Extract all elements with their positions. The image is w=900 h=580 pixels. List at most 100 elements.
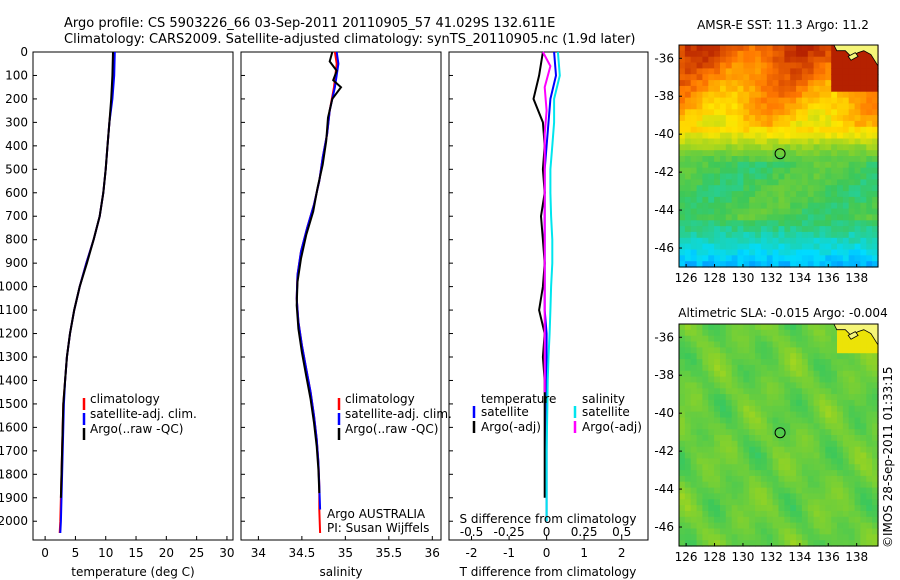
heatmap-cell	[872, 231, 879, 239]
heatmap-cell	[837, 261, 844, 268]
heatmap-cell	[755, 487, 762, 494]
heatmap-cell	[690, 237, 698, 245]
difference-x-ticks: -2 -1 0 1 2-0.5 -0.25 0 0.25 0.5	[460, 525, 631, 560]
land-kangaroo-island	[847, 331, 859, 340]
heatmap-cell	[825, 516, 832, 524]
heatmap-cell	[749, 138, 756, 145]
heatmap-cell	[714, 440, 721, 448]
heatmap-cell	[708, 540, 715, 547]
heatmap-cell	[708, 376, 715, 383]
heatmap-cell	[720, 353, 727, 360]
heatmap-cell	[837, 522, 844, 529]
heatmap-cell	[842, 399, 850, 407]
heatmap-cell	[842, 370, 850, 378]
heatmap-cell	[708, 62, 715, 69]
heatmap-cell	[842, 150, 850, 157]
heatmap-cell	[842, 80, 850, 87]
heatmap-cell	[819, 126, 826, 134]
heatmap-cell	[684, 255, 692, 262]
heatmap-cell	[690, 440, 698, 448]
heatmap-cell	[837, 534, 844, 541]
heatmap-cell	[842, 481, 850, 489]
heatmap-cell	[848, 499, 856, 506]
heatmap-cell	[696, 394, 704, 401]
heatmap-cell	[737, 226, 744, 233]
heatmap-cell	[872, 74, 879, 81]
heatmap-cell	[848, 446, 856, 454]
heatmap-cell	[778, 405, 785, 413]
depth-tick-label: 1300	[0, 350, 28, 364]
heatmap-cell	[737, 353, 744, 360]
heatmap-cell	[854, 528, 862, 535]
heatmap-cell	[831, 208, 838, 215]
heatmap-cell	[837, 452, 844, 459]
heatmap-cell	[737, 179, 744, 186]
heatmap-cell	[690, 144, 698, 151]
heatmap-cell	[749, 226, 756, 233]
heatmap-cell	[702, 62, 709, 69]
heatmap-cell	[825, 202, 832, 210]
heatmap-cell	[708, 126, 715, 134]
heatmap-cell	[720, 493, 727, 500]
difference-axes-frame	[448, 51, 649, 541]
heatmap-cell	[696, 405, 704, 413]
heatmap-cell	[837, 220, 844, 227]
heatmap-cell	[784, 243, 791, 250]
heatmap-cell	[819, 80, 826, 87]
heatmap-cell	[848, 249, 856, 256]
heatmap-cell	[749, 97, 756, 104]
heatmap-cell	[755, 522, 762, 529]
heatmap-cell	[690, 528, 698, 535]
heatmap-cell	[743, 423, 750, 430]
heatmap-cell	[749, 499, 756, 506]
heatmap-cell	[743, 452, 750, 459]
heatmap-cell	[760, 226, 768, 233]
heatmap-cell	[720, 534, 727, 541]
heatmap-cell	[842, 56, 850, 64]
heatmap-cell	[848, 382, 856, 389]
heatmap-cell	[784, 120, 791, 128]
heatmap-cell	[872, 423, 879, 430]
heatmap-cell	[801, 493, 809, 500]
heatmap-cell	[696, 80, 704, 87]
heatmap-cell	[708, 522, 715, 529]
heatmap-cell	[684, 91, 692, 99]
heatmap-cell	[760, 324, 768, 331]
heatmap-cell	[819, 470, 826, 477]
heatmap-cell	[714, 505, 721, 512]
heatmap-cell	[784, 68, 791, 75]
heatmap-cell	[696, 220, 704, 227]
heatmap-cell	[766, 132, 774, 139]
heatmap-cell	[778, 115, 785, 122]
heatmap-cell	[684, 435, 692, 442]
heatmap-cell	[690, 522, 698, 529]
heatmap-cell	[807, 243, 815, 250]
heatmap-cell	[866, 214, 873, 221]
heatmap-cell	[778, 452, 785, 459]
heatmap-cell	[772, 62, 780, 69]
heatmap-cell	[708, 220, 715, 227]
heatmap-cell	[696, 528, 704, 535]
heatmap-cell	[872, 179, 879, 186]
heatmap-cell	[755, 540, 762, 547]
heatmap-cell	[760, 231, 768, 239]
heatmap-cell	[819, 138, 826, 145]
heatmap-cell	[714, 382, 721, 389]
heatmap-cell	[854, 458, 862, 465]
heatmap-cell	[819, 505, 826, 512]
heatmap-cell	[819, 522, 826, 529]
heatmap-cell	[772, 510, 780, 518]
heatmap-cell	[796, 138, 803, 145]
heatmap-cell	[737, 405, 744, 413]
heatmap-cell	[755, 62, 762, 69]
heatmap-cell	[790, 173, 797, 180]
heatmap-cell	[813, 359, 821, 366]
heatmap-cell	[725, 335, 733, 343]
heatmap-cell	[737, 126, 744, 134]
heatmap-cell	[702, 505, 709, 512]
heatmap-cell	[760, 399, 768, 407]
x-tick-label: 15	[128, 546, 143, 560]
heatmap-cell	[807, 261, 815, 268]
heatmap-cell	[872, 173, 879, 180]
heatmap-cell	[837, 237, 844, 245]
